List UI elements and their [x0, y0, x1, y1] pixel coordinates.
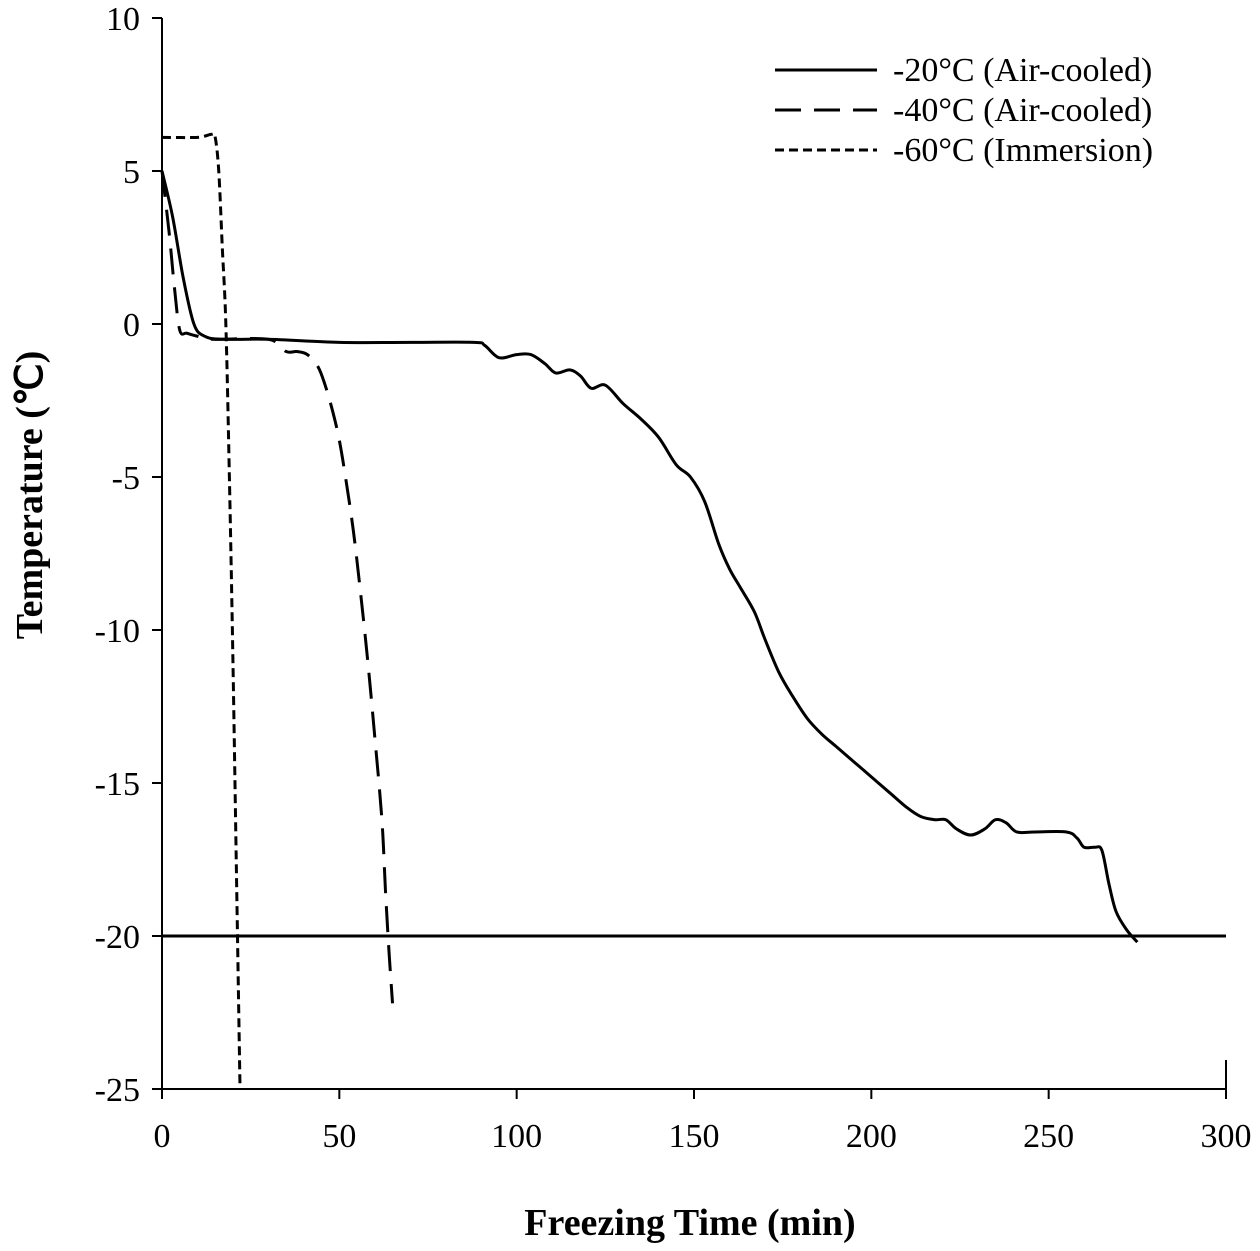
y-tick-label: -20: [95, 919, 140, 956]
x-tick-label: 100: [491, 1118, 542, 1155]
series-line-1: [160, 170, 1139, 944]
y-tick-label: -10: [95, 613, 140, 650]
y-tick-label: 10: [106, 1, 140, 38]
x-tick-label: 300: [1201, 1118, 1252, 1155]
x-tick-label: 200: [846, 1118, 897, 1155]
x-tick-label: 150: [669, 1118, 720, 1155]
legend-label: -60°C (Immersion): [893, 132, 1153, 169]
legend: -20°C (Air-cooled)-40°C (Air-cooled)-60°…: [775, 52, 1153, 169]
series-line-3: [161, 132, 242, 1090]
y-axis-title: Temperature (℃): [9, 351, 51, 640]
x-axis-title: Freezing Time (min): [524, 1202, 855, 1244]
y-tick-label: -5: [112, 460, 140, 497]
series-layer: [160, 132, 1139, 1090]
y-tick-label: 0: [123, 307, 140, 344]
x-tick-label: 0: [154, 1118, 171, 1155]
legend-label: -20°C (Air-cooled): [893, 52, 1152, 89]
y-tick-label: -15: [95, 766, 140, 803]
series-line-2: [160, 170, 395, 1004]
y-tick-label: 5: [123, 154, 140, 191]
x-tick-label: 50: [322, 1118, 356, 1155]
x-tick-label: 250: [1023, 1118, 1074, 1155]
legend-label: -40°C (Air-cooled): [893, 92, 1152, 129]
y-tick-label: -25: [95, 1072, 140, 1109]
plot-area: [161, 18, 1227, 1090]
